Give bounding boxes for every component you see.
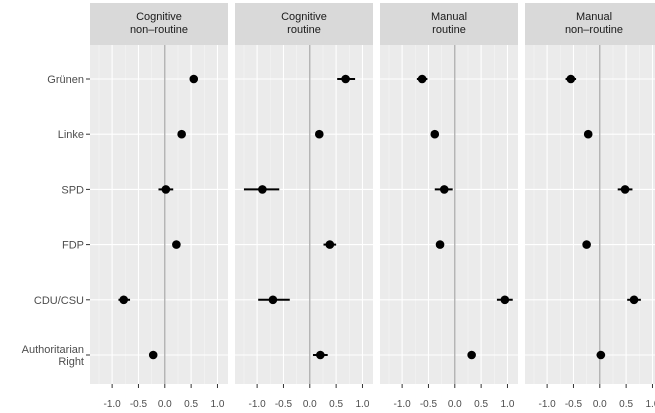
x-tick-label: -1.0: [394, 399, 412, 410]
facet-panel-cognitive-routine: Cognitive routine -1.0 -0.5 0.0 0.5 1.0: [235, 3, 373, 410]
panel-background: [525, 45, 655, 384]
x-tick-label: -0.5: [130, 399, 148, 410]
x-tick-label: 0.5: [474, 399, 488, 410]
point-linke: [314, 129, 324, 139]
point-fdp: [325, 240, 335, 249]
x-tick-label: 1.0: [646, 399, 655, 410]
point-fdp: [582, 240, 591, 249]
x-tick-label: 0.0: [303, 399, 317, 410]
point-spd: [620, 185, 630, 194]
x-tick-label: 0.0: [593, 399, 607, 410]
y-label-fdp: FDP: [62, 240, 84, 252]
point-authoritarian-right: [316, 350, 325, 360]
point-cdu-csu: [119, 295, 129, 305]
point-cdu-csu: [629, 295, 639, 305]
facet-strip: [235, 3, 373, 45]
x-tick-label: 1.0: [501, 399, 515, 410]
point-grünen: [417, 74, 427, 84]
point-spd: [161, 185, 171, 194]
x-tick-label: -0.5: [420, 399, 438, 410]
y-label-grünen: Grünen: [47, 74, 84, 86]
point-spd: [439, 185, 449, 194]
y-label-spd: SPD: [61, 184, 84, 196]
x-tick-label: 1.0: [356, 399, 370, 410]
x-tick-label: -1.0: [104, 399, 122, 410]
x-tick-label: 0.5: [329, 399, 343, 410]
facet-title: Manual routine: [431, 11, 467, 36]
panel-background: [90, 45, 228, 384]
facet-title: Manual non–routine: [565, 11, 623, 36]
panel-background: [235, 45, 373, 384]
point-grünen: [566, 74, 576, 84]
x-tick-label: -0.5: [275, 399, 293, 410]
x-tick-label: 0.5: [184, 399, 198, 410]
point-authoritarian-right: [467, 350, 476, 360]
facet-panel-cognitive-non-routine: Cognitive non–routine -1.0 -0.5 0.0 0.5 1.0: [90, 3, 228, 410]
x-tick-label: 0.5: [619, 399, 633, 410]
point-fdp: [172, 240, 181, 249]
point-grünen: [341, 74, 350, 84]
x-tick-label: 0.0: [158, 399, 172, 410]
point-linke: [430, 129, 440, 139]
point-cdu-csu: [268, 295, 278, 305]
x-tick-label: -1.0: [539, 399, 557, 410]
y-label-cdu-csu: CDU/CSU: [34, 295, 84, 307]
facet-panel-manual-routine: Manual routine -1.0 -0.5 0.0 0.5 1.0: [380, 3, 518, 410]
point-authoritarian-right: [148, 350, 158, 360]
x-tick-label: -1.0: [249, 399, 267, 410]
facet-strip: [380, 3, 518, 45]
point-spd: [258, 185, 267, 194]
y-label-authoritarian-right: Authoritarian Right: [22, 344, 84, 368]
point-grünen: [189, 74, 199, 84]
point-authoritarian-right: [596, 350, 606, 360]
panel-background: [380, 45, 518, 384]
facet-strip: [525, 3, 655, 45]
x-tick-label: 0.0: [448, 399, 462, 410]
point-cdu-csu: [500, 295, 510, 305]
y-axis: Grünen Linke SPD FDP CDU/CSU Authoritarian Rig…: [22, 74, 90, 368]
x-tick-label: 1.0: [211, 399, 225, 410]
facet-title: Cognitive routine: [281, 11, 327, 36]
x-tick-label: -0.5: [565, 399, 583, 410]
point-linke: [583, 129, 593, 139]
point-linke: [177, 129, 186, 139]
facet-title: Cognitive non–routine: [130, 11, 188, 36]
facet-panels: Cognitive non–routine-1.0 -0.5 0.0 0.5 1.0Cog…: [90, 3, 655, 410]
y-label-linke: Linke: [58, 129, 84, 141]
point-fdp: [435, 240, 445, 249]
facet-strip: [90, 3, 228, 45]
